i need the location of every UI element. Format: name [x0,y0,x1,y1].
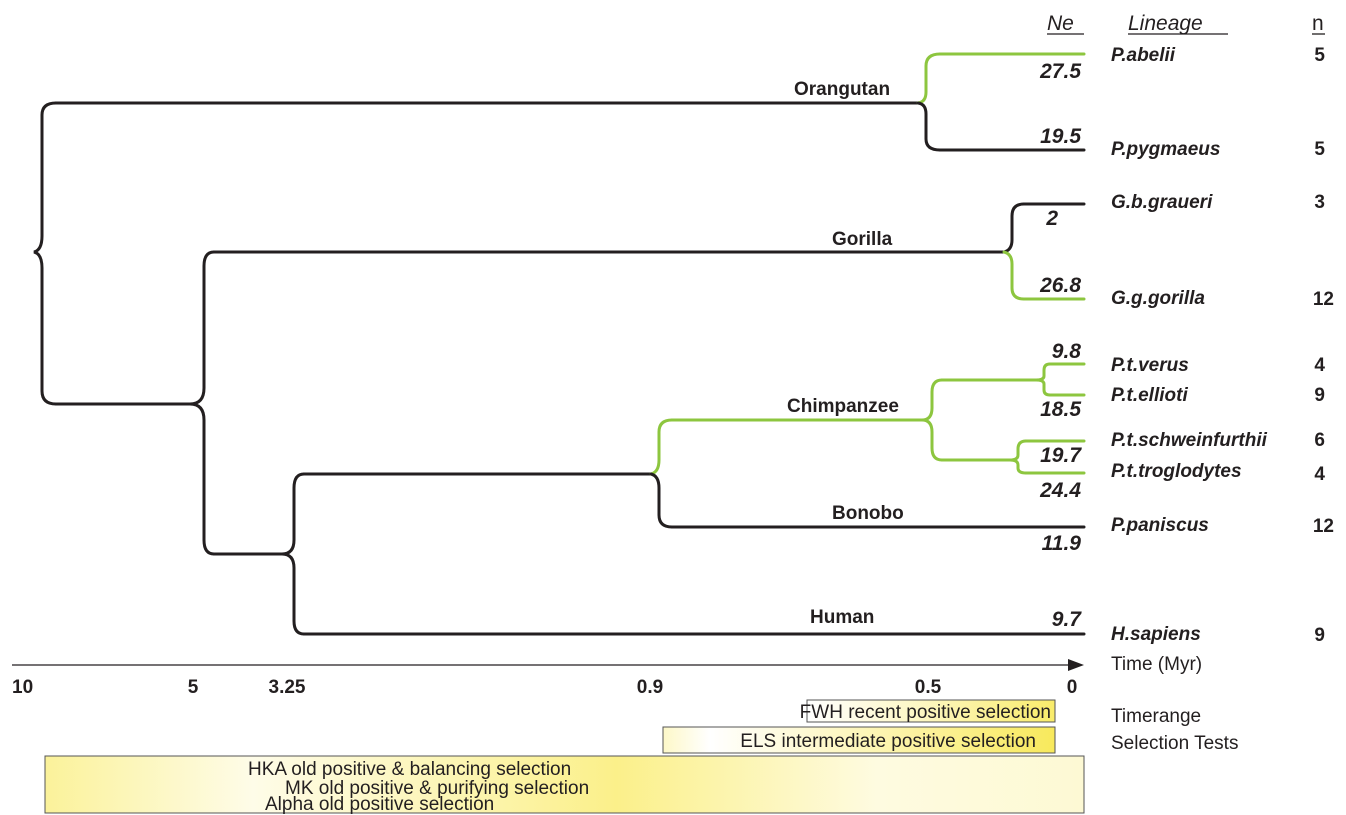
branch-bonobo-split [649,472,674,529]
timerange-label: Timerange [1111,706,1201,727]
els-label: ELS intermediate positive selection [740,731,1036,752]
ne-value-schweinfurthii: 19.7 [1040,444,1082,467]
n-value-pygmaeus: 5 [1314,139,1325,160]
n-value-troglodytes: 4 [1314,464,1325,485]
axis-tick-10: 10 [12,677,33,698]
lineage-name-graueri: G.b.graueri [1111,192,1213,213]
mk-label: MK old positive & purifying selection [285,778,589,799]
branch-chimp-bracket [921,378,944,462]
clade-label-orangutan: Orangutan [794,79,890,100]
branch-orangutan-split-down [916,101,942,152]
branch-pan-homo-bracket [281,472,306,636]
lineage-name-pygmaeus: P.pygmaeus [1111,139,1220,160]
lineage-name-sapiens: H.sapiens [1111,624,1201,645]
fwh-label: FWH recent positive selection [800,702,1051,723]
lineage-name-abelii: P.abelii [1111,45,1176,66]
lineage-name-verus: P.t.verus [1111,355,1189,376]
axis-tick-0-9: 0.9 [637,677,663,698]
time-axis: 10 5 3.25 0.9 0.5 0 Time (Myr) [12,654,1202,698]
column-headers: Ne Lineage n [1047,12,1325,35]
tree-branches [33,52,1086,636]
alpha-label: Alpha old positive selection [265,794,494,815]
selection-tests: FWH recent positive selection ELS interm… [44,699,1238,815]
ne-values: 27.5 19.5 2 26.8 9.8 18.5 19.7 24.4 11.9… [1039,60,1082,631]
branch-schw-trog-bracket [1009,439,1028,475]
n-value-abelii: 5 [1314,45,1325,66]
branch-african-ape-bracket [189,250,216,556]
ne-value-verus: 9.8 [1052,340,1082,363]
hka-label: HKA old positive & balancing selection [248,759,571,780]
root-bracket [33,101,58,406]
hka-mk-alpha-timerange-box [44,755,1085,814]
lineage-names: P.abelii P.pygmaeus G.b.graueri G.g.gori… [1111,45,1268,645]
n-value-g-gorilla: 12 [1313,289,1334,310]
selection-tests-label: Selection Tests [1111,733,1238,754]
ne-value-g-gorilla: 26.8 [1039,274,1081,297]
ne-value-troglodytes: 24.4 [1039,479,1081,502]
sample-sizes: 5 5 3 12 4 9 6 4 12 9 [1313,45,1334,646]
clade-label-bonobo: Bonobo [832,503,904,524]
lineage-name-ellioti: P.t.ellioti [1111,385,1188,406]
clade-labels: Orangutan Gorilla Chimpanzee Bonobo Huma… [787,79,904,628]
n-value-graueri: 3 [1314,192,1325,213]
ne-value-ellioti: 18.5 [1040,398,1081,421]
els-timerange-box [662,726,1056,754]
ne-value-paniscus: 11.9 [1042,532,1082,555]
branch-verus-ellioti-bracket [1035,362,1052,397]
axis-tick-0: 0 [1067,677,1078,698]
fwh-timerange-box [806,699,1056,723]
time-axis-arrowhead [1068,659,1084,671]
axis-tick-0-5: 0.5 [915,677,942,698]
ne-header: Ne [1047,12,1074,35]
lineage-name-schweinfurthii: P.t.schweinfurthii [1111,430,1268,451]
branch-orangutan-split-up [916,52,942,105]
branch-gorilla-split-down [1002,250,1026,301]
axis-tick-5: 5 [188,677,199,698]
n-value-sapiens: 9 [1314,625,1325,646]
lineage-name-troglodytes: P.t.troglodytes [1111,461,1242,482]
branch-chimp-split [649,418,674,476]
ne-value-pygmaeus: 19.5 [1040,125,1081,148]
branch-gorilla-split-up [1002,202,1026,254]
n-value-ellioti: 9 [1314,385,1325,406]
n-value-verus: 4 [1314,355,1325,376]
lineage-name-g-gorilla: G.g.gorilla [1111,288,1205,309]
n-value-schweinfurthii: 6 [1314,430,1325,451]
time-axis-label: Time (Myr) [1111,654,1202,675]
n-value-paniscus: 12 [1313,516,1334,537]
clade-label-human: Human [810,607,874,628]
ne-value-graueri: 2 [1045,207,1058,230]
clade-label-chimpanzee: Chimpanzee [787,396,899,417]
axis-tick-3-25: 3.25 [269,677,306,698]
ne-value-sapiens: 9.7 [1052,608,1083,631]
n-header: n [1312,12,1324,35]
clade-label-gorilla: Gorilla [832,229,893,250]
lineage-header: Lineage [1128,12,1203,35]
lineage-name-paniscus: P.paniscus [1111,515,1209,536]
ne-value-abelii: 27.5 [1039,60,1081,83]
